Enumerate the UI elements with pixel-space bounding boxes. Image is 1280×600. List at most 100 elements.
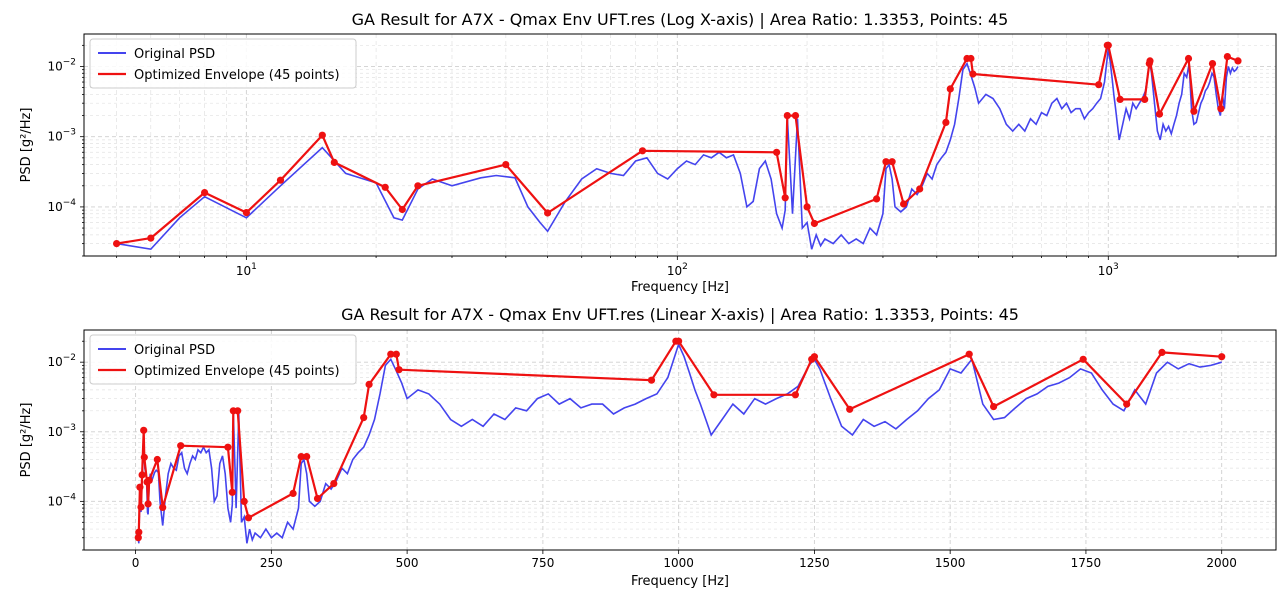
envelope-point — [967, 54, 975, 63]
envelope-point — [1123, 400, 1131, 408]
envelope-point — [318, 131, 326, 139]
x-tick-label: 1250 — [799, 556, 830, 570]
envelope-point — [136, 483, 144, 491]
legend-box — [89, 334, 357, 385]
envelope-point — [502, 161, 510, 169]
envelope-point — [810, 219, 819, 228]
envelope-point — [1095, 81, 1103, 89]
x-tick-label: 2000 — [1206, 556, 1237, 570]
envelope-point — [177, 442, 185, 450]
original-psd-line — [137, 342, 1222, 544]
envelope-point — [134, 534, 142, 542]
envelope-point — [1190, 107, 1198, 115]
envelope-point — [1234, 57, 1242, 65]
envelope-point — [387, 350, 395, 358]
envelope-point — [1223, 53, 1231, 61]
envelope-point — [781, 194, 789, 202]
envelope-point — [297, 453, 305, 461]
x-axis-label: Frequency [Hz] — [631, 574, 729, 589]
legend-envelope-label: Optimized Envelope (45 points) — [134, 68, 340, 83]
axis-ticks: 10−4 10−3 10−2 101 102 103 — [47, 44, 1239, 278]
x-tick-label: 0 — [132, 556, 140, 570]
legend: Original PSD Optimized Envelope (45 poin… — [89, 334, 357, 385]
envelope-point — [276, 176, 285, 184]
envelope-point — [791, 112, 800, 120]
envelope-point — [201, 189, 209, 197]
x-tick-label: 101 — [236, 262, 257, 278]
envelope-point — [140, 453, 148, 461]
envelope-point — [144, 500, 152, 508]
envelope-point — [137, 503, 145, 511]
envelope-point — [392, 350, 400, 358]
envelope-point — [1158, 348, 1166, 356]
y-tick-label: 10−4 — [47, 198, 76, 214]
envelope-point — [228, 488, 236, 496]
log-axis-panel: GA Result for A7X - Qmax Env UFT.res (Lo… — [19, 10, 1277, 295]
envelope-point — [330, 158, 338, 166]
envelope-point — [1146, 57, 1154, 65]
chart-title: GA Result for A7X - Qmax Env UFT.res (Li… — [341, 305, 1019, 324]
y-tick-label: 10−3 — [47, 423, 76, 439]
envelope-point — [381, 183, 389, 191]
envelope-point — [1155, 110, 1164, 118]
envelope-point — [946, 85, 954, 93]
envelope-point — [159, 503, 167, 511]
envelope-point — [965, 350, 973, 358]
envelope-point — [1208, 60, 1217, 68]
envelope-markers — [134, 337, 1226, 542]
envelope-point — [803, 203, 811, 211]
envelope-point — [1079, 355, 1087, 363]
x-tick-label: 500 — [396, 556, 419, 570]
y-axis-label: PSD [g²/Hz] — [19, 403, 34, 478]
legend: Original PSD Optimized Envelope (45 poin… — [89, 38, 357, 89]
envelope-point — [710, 391, 718, 399]
y-tick-label: 10−3 — [47, 128, 76, 144]
x-axis-label: Frequency [Hz] — [631, 280, 729, 295]
grid-lines — [84, 34, 1276, 257]
axis-ticks: 10−4 10−3 10−2 0 250 500 750 1000 1250 1500 1750 20… — [47, 340, 1237, 570]
envelope-point — [313, 494, 322, 503]
envelope-point — [1141, 95, 1149, 103]
envelope-point — [242, 209, 250, 217]
envelope-point — [544, 209, 552, 217]
legend-original-label: Original PSD — [134, 343, 215, 358]
x-tick-label: 250 — [260, 556, 283, 570]
envelope-point — [135, 528, 143, 536]
envelope-point — [873, 195, 881, 203]
envelope-point — [330, 480, 338, 488]
envelope-point — [153, 455, 161, 464]
envelope-point — [647, 376, 656, 384]
envelope-point — [138, 471, 146, 479]
plot-area — [113, 41, 1242, 251]
y-axis-label: PSD [g²/Hz] — [19, 108, 34, 183]
y-tick-label: 10−2 — [47, 57, 76, 73]
envelope-point — [1218, 353, 1226, 361]
legend-original-label: Original PSD — [134, 47, 215, 62]
x-tick-label: 1500 — [935, 556, 966, 570]
envelope-point — [303, 453, 311, 461]
envelope-point — [147, 234, 155, 242]
envelope-point — [675, 337, 683, 345]
envelope-point — [942, 118, 950, 126]
envelope-point — [224, 443, 232, 451]
envelope-point — [1116, 95, 1124, 103]
envelope-point — [773, 148, 781, 156]
envelope-point — [289, 489, 297, 497]
envelope-point — [1104, 41, 1112, 49]
envelope-point — [638, 147, 647, 155]
legend-envelope-label: Optimized Envelope (45 points) — [134, 364, 340, 379]
chart-title: GA Result for A7X - Qmax Env UFT.res (Lo… — [352, 10, 1009, 29]
envelope-point — [1184, 54, 1193, 63]
envelope-point — [990, 403, 998, 411]
y-tick-label: 10−4 — [47, 492, 76, 508]
envelope-point — [882, 158, 890, 166]
envelope-point — [234, 407, 242, 415]
envelope-point — [145, 476, 153, 484]
envelope-point — [365, 380, 373, 388]
x-tick-label: 1750 — [1071, 556, 1102, 570]
x-tick-label: 750 — [531, 556, 554, 570]
original-psd-line — [116, 48, 1239, 251]
envelope-point — [113, 240, 121, 248]
